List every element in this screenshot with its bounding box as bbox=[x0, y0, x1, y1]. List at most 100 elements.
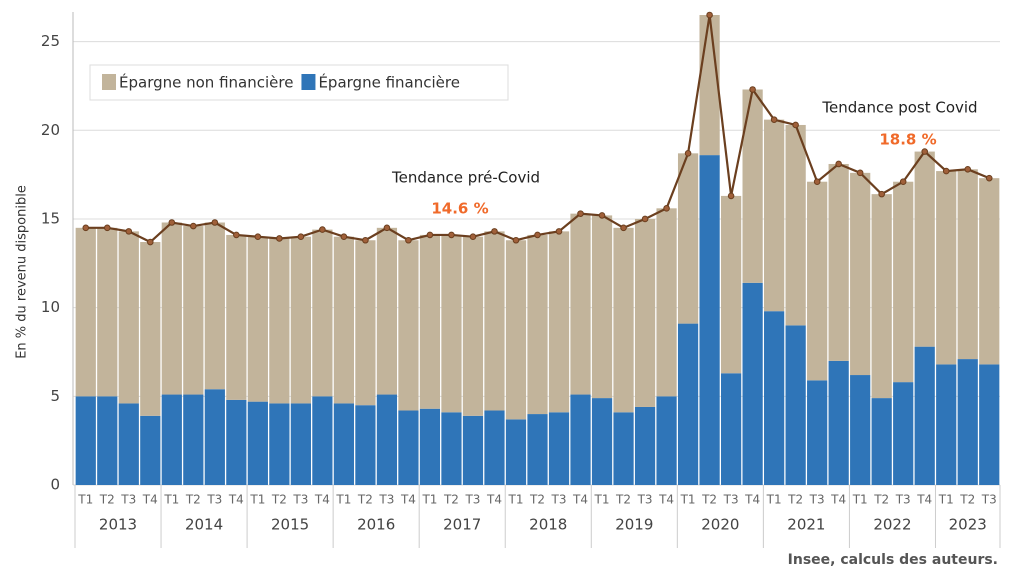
x-tick-label: T4 bbox=[314, 493, 330, 507]
x-tick-label: T3 bbox=[120, 493, 136, 507]
total-point bbox=[254, 233, 262, 240]
total-point bbox=[598, 212, 606, 219]
year-label: 2019 bbox=[615, 516, 653, 534]
bar-segment bbox=[441, 234, 462, 413]
total-point bbox=[770, 116, 778, 123]
total-point bbox=[448, 231, 455, 239]
x-tick-label: T4 bbox=[228, 493, 244, 507]
x-tick-label: T2 bbox=[873, 493, 889, 507]
x-tick-label: T4 bbox=[572, 493, 588, 507]
legend-label: Épargne non financière bbox=[119, 73, 293, 92]
bar-segment bbox=[548, 412, 570, 485]
x-tick-label: T2 bbox=[357, 493, 373, 507]
total-point bbox=[641, 215, 649, 223]
bar-segment bbox=[505, 419, 527, 485]
bar-segment bbox=[118, 403, 139, 485]
bar-segment bbox=[333, 236, 355, 404]
x-tick-label: T1 bbox=[594, 493, 610, 507]
bar-segment bbox=[527, 414, 548, 485]
x-tick-label: T1 bbox=[163, 493, 179, 507]
x-tick-label: T3 bbox=[551, 493, 567, 507]
x-tick-label: T4 bbox=[916, 493, 932, 507]
bar-segment bbox=[204, 389, 225, 485]
bar-segment bbox=[613, 227, 634, 413]
total-point bbox=[426, 231, 434, 239]
bar-segment bbox=[161, 394, 182, 485]
bar-segment bbox=[634, 218, 656, 407]
bar-segment bbox=[742, 282, 763, 485]
bar-segment bbox=[419, 408, 441, 485]
x-tick-label: T1 bbox=[421, 493, 437, 507]
total-point bbox=[684, 150, 692, 157]
total-point bbox=[899, 178, 907, 186]
bars bbox=[73, 15, 1000, 486]
bar-segment bbox=[785, 325, 806, 485]
total-point bbox=[749, 86, 756, 93]
total-point bbox=[792, 121, 799, 129]
bar-segment bbox=[850, 375, 871, 485]
bar-segment bbox=[613, 412, 634, 485]
bar-segment bbox=[269, 403, 290, 485]
bar-segment bbox=[634, 406, 656, 485]
bar-segment bbox=[183, 394, 204, 485]
bar-segment bbox=[764, 311, 785, 485]
annotation: Tendance pré-Covid bbox=[391, 169, 540, 187]
bar-segment bbox=[677, 153, 699, 324]
bar-segment bbox=[828, 163, 849, 361]
bar-segment bbox=[97, 227, 118, 397]
bar-segment bbox=[871, 194, 892, 399]
total-point bbox=[577, 210, 584, 217]
bar-segment bbox=[720, 373, 742, 485]
bar-segment bbox=[312, 229, 333, 397]
x-tick-label: T3 bbox=[809, 493, 825, 507]
bar-segment bbox=[720, 195, 742, 374]
bar-segment bbox=[97, 396, 118, 485]
x-tick-label: T4 bbox=[486, 493, 502, 507]
legend-swatch bbox=[301, 74, 316, 90]
bar-segment bbox=[376, 227, 398, 395]
total-point bbox=[340, 233, 348, 240]
bar-segment bbox=[161, 222, 182, 395]
total-point bbox=[405, 236, 412, 244]
total-point bbox=[620, 224, 627, 232]
total-point bbox=[319, 226, 326, 233]
year-label: 2023 bbox=[949, 516, 987, 534]
bar-segment bbox=[269, 238, 290, 404]
bar-segment bbox=[677, 323, 699, 485]
bar-segment bbox=[290, 403, 311, 485]
bar-segment bbox=[764, 119, 785, 312]
y-tick-label: 25 bbox=[41, 32, 60, 50]
total-point bbox=[103, 224, 111, 232]
total-point bbox=[383, 224, 391, 232]
total-point bbox=[190, 222, 197, 230]
bar-segment bbox=[656, 208, 677, 397]
x-tick-label: T2 bbox=[529, 493, 545, 507]
total-point bbox=[942, 167, 950, 175]
x-tick-label: T1 bbox=[77, 493, 93, 507]
bar-segment bbox=[656, 396, 677, 485]
bar-segment bbox=[75, 227, 96, 397]
x-tick-label: T3 bbox=[723, 493, 739, 507]
x-tick-label: T3 bbox=[637, 493, 653, 507]
bar-segment bbox=[570, 213, 591, 395]
total-point bbox=[297, 233, 305, 240]
y-tick-label: 0 bbox=[50, 476, 60, 494]
year-label: 2021 bbox=[787, 516, 825, 534]
bar-segment bbox=[807, 380, 828, 485]
total-point bbox=[856, 169, 864, 177]
x-tick-label: T3 bbox=[378, 493, 394, 507]
total-point bbox=[146, 238, 154, 246]
x-tick-label: T3 bbox=[292, 493, 308, 507]
year-label: 2018 bbox=[529, 516, 567, 534]
year-label: 2016 bbox=[357, 516, 395, 534]
bar-segment bbox=[226, 399, 247, 485]
bar-segment bbox=[742, 89, 763, 283]
total-point bbox=[663, 205, 670, 212]
total-point bbox=[168, 219, 176, 226]
bar-segment bbox=[914, 151, 935, 347]
legend-box bbox=[89, 64, 509, 101]
bar-segment bbox=[527, 234, 548, 415]
x-tick-label: T3 bbox=[464, 493, 480, 507]
bar-segment bbox=[441, 412, 462, 485]
x-tick-label: T4 bbox=[658, 493, 674, 507]
